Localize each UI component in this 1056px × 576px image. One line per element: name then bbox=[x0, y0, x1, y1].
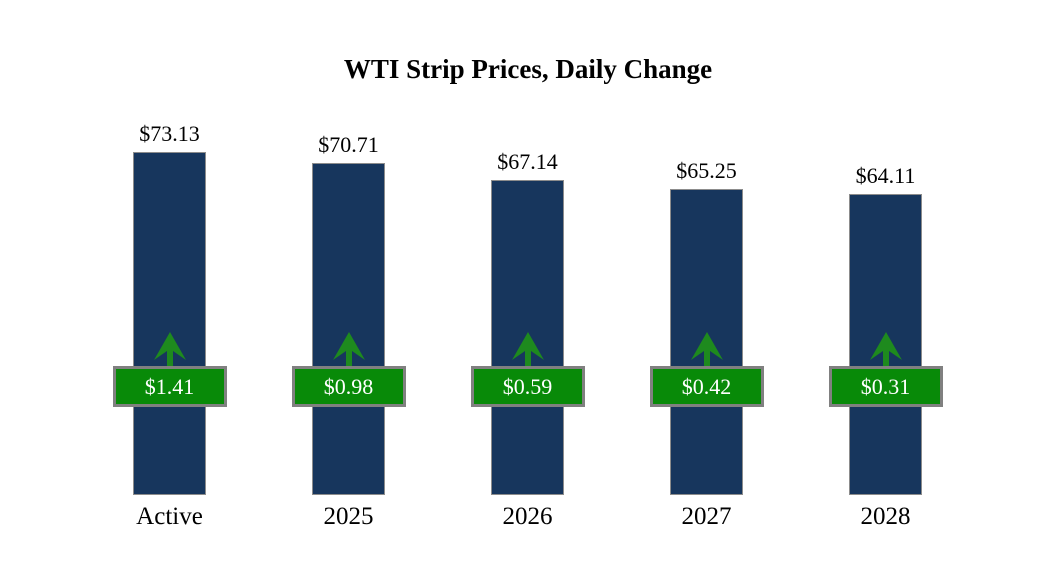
chart-title: WTI Strip Prices, Daily Change bbox=[343, 54, 713, 84]
price-label: $73.13 bbox=[139, 121, 200, 146]
price-label: $67.14 bbox=[497, 149, 558, 174]
up-arrow-icon bbox=[153, 332, 186, 366]
chart-column-2027: $65.25 $0.42 2027 bbox=[617, 120, 796, 545]
category-label: 2026 bbox=[502, 503, 553, 530]
chart-column-2028: $64.11 $0.31 2028 bbox=[796, 120, 975, 545]
bar-stack: $65.25 $0.42 bbox=[617, 120, 796, 495]
up-arrow-icon bbox=[690, 332, 723, 366]
change-badge: $0.59 bbox=[470, 366, 585, 407]
chart-column-2025: $70.71 $0.98 2025 bbox=[259, 120, 438, 545]
change-badge: $0.42 bbox=[649, 366, 764, 407]
category-label: 2027 bbox=[681, 503, 732, 530]
bar-stack: $64.11 $0.31 bbox=[796, 120, 975, 495]
bar-stack: $70.71 $0.98 bbox=[259, 120, 438, 495]
category-label: Active bbox=[136, 503, 203, 530]
up-arrow-icon bbox=[332, 332, 365, 366]
up-arrow-icon bbox=[869, 332, 902, 366]
price-label: $65.25 bbox=[676, 158, 737, 183]
bar bbox=[133, 152, 206, 495]
change-badge: $0.31 bbox=[828, 366, 943, 407]
chart-column-2026: $67.14 $0.59 2026 bbox=[438, 120, 617, 545]
change-badge: $1.41 bbox=[112, 366, 227, 407]
chart-column-active: $73.13 $1.41 Active bbox=[80, 120, 259, 545]
price-label: $64.11 bbox=[855, 163, 916, 188]
bar-stack: $67.14 $0.59 bbox=[438, 120, 617, 495]
up-arrow-icon bbox=[511, 332, 544, 366]
bar-stack: $73.13 $1.41 bbox=[80, 120, 259, 495]
category-label: 2028 bbox=[860, 503, 911, 530]
bar bbox=[312, 163, 385, 495]
price-label: $70.71 bbox=[318, 132, 379, 157]
category-label: 2025 bbox=[323, 503, 374, 530]
plot-area: $73.13 $1.41 Active $70.71 $0.98 2025 $6… bbox=[80, 120, 975, 545]
change-badge: $0.98 bbox=[291, 366, 406, 407]
